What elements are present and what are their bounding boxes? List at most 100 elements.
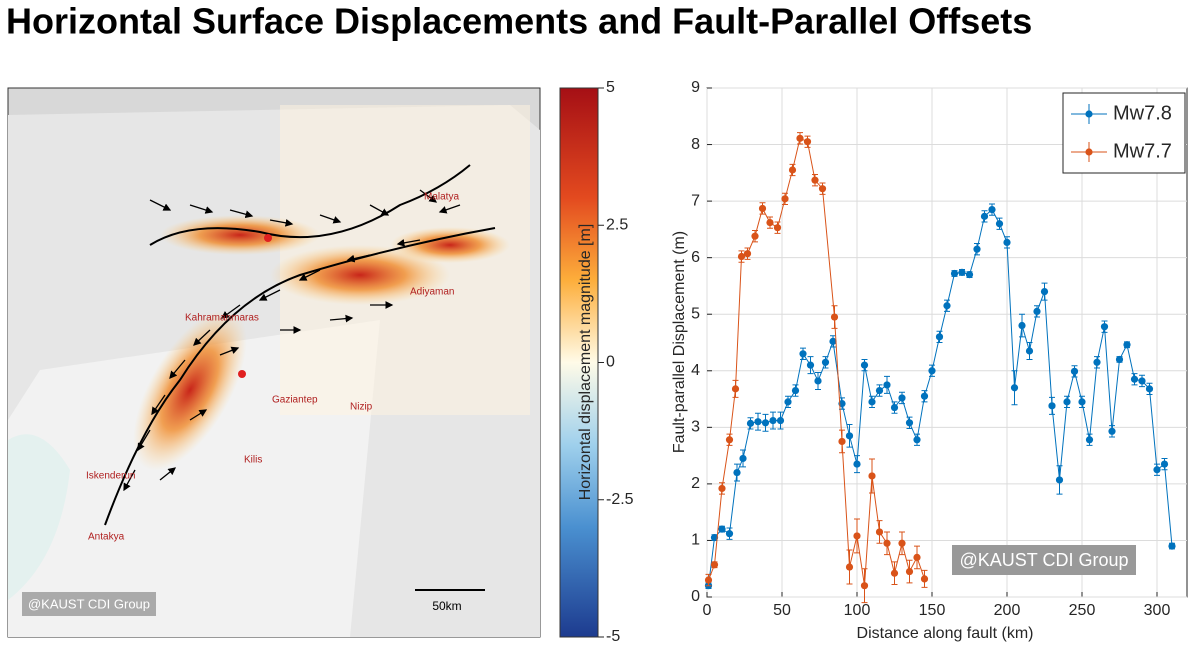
- data-point: [868, 398, 876, 406]
- data-point: [725, 436, 734, 444]
- data-point: [920, 392, 929, 400]
- data-point: [1093, 358, 1101, 366]
- data-point: [995, 220, 1004, 228]
- scale-label: 50km: [432, 599, 461, 613]
- data-point: [913, 436, 921, 444]
- data-point: [796, 134, 804, 142]
- data-point: [875, 386, 884, 395]
- figure-title: Horizontal Surface Displacements and Fau…: [6, 1, 1032, 42]
- data-point: [761, 419, 770, 427]
- y-tick-label: 2: [691, 475, 700, 492]
- data-point: [1108, 427, 1116, 435]
- watermark-box: [952, 545, 1136, 575]
- data-point: [1033, 307, 1041, 315]
- data-point: [1085, 436, 1094, 444]
- data-point: [718, 525, 726, 533]
- data-point: [905, 419, 914, 427]
- displacement-zone: [390, 227, 510, 263]
- data-point: [704, 576, 713, 584]
- city-label: Kahramanmaras: [185, 313, 259, 324]
- colorbar-tick-label: -2.5: [606, 491, 634, 508]
- y-tick-label: 0: [691, 588, 700, 605]
- fault-trace: [149, 164, 471, 246]
- data-point: [718, 484, 726, 493]
- data-point: [1100, 323, 1109, 331]
- data-point: [773, 224, 782, 232]
- data-point: [1160, 460, 1169, 468]
- colorbar-label: Horizontal displacement magnitude [m]: [577, 224, 594, 501]
- data-point: [853, 460, 861, 468]
- data-point: [1048, 402, 1056, 410]
- data-point: [731, 385, 740, 393]
- city-label: Antakya: [88, 532, 125, 543]
- data-point: [845, 432, 854, 440]
- x-axis-label: Distance along fault (km): [857, 625, 1034, 642]
- plot: [704, 132, 1176, 604]
- data-point: [1115, 355, 1124, 364]
- data-point: [1130, 375, 1139, 383]
- legend-label: Mw7.8: [1113, 102, 1172, 124]
- city-label: Adiyaman: [410, 287, 454, 298]
- data-point: [1070, 367, 1079, 375]
- x-tick-label: 250: [1069, 602, 1096, 619]
- data-point: [898, 539, 906, 547]
- city-label: Gaziantep: [272, 395, 318, 406]
- data-point: [898, 394, 906, 402]
- data-point: [860, 582, 869, 590]
- city-label: Malatya: [424, 192, 459, 203]
- displacement-zone: [270, 245, 450, 305]
- x-tick-label: 200: [994, 602, 1021, 619]
- y-tick-label: 7: [691, 192, 700, 209]
- sea: [8, 434, 70, 600]
- colorbar-tick-label: -5: [606, 628, 620, 645]
- legend-marker: [1085, 148, 1093, 156]
- data-point: [781, 195, 789, 203]
- data-point: [791, 386, 800, 395]
- y-tick-label: 9: [691, 79, 700, 96]
- data-point: [788, 166, 797, 174]
- data-point: [784, 398, 792, 406]
- x-tick-label: 50: [773, 602, 791, 619]
- data-point: [733, 468, 741, 477]
- data-point: [769, 416, 777, 425]
- legend-marker: [1085, 110, 1093, 118]
- data-point: [890, 569, 899, 577]
- data-point: [1018, 321, 1026, 330]
- data-point: [1055, 476, 1064, 484]
- data-point: [905, 567, 914, 576]
- data-point: [754, 418, 762, 426]
- city-label: Iskenderun: [86, 471, 135, 482]
- data-point: [710, 534, 719, 542]
- y-tick-label: 5: [691, 305, 700, 322]
- y-tick-label: 1: [691, 532, 700, 549]
- data-point: [746, 419, 755, 427]
- data-point: [1010, 384, 1019, 392]
- data-point: [725, 530, 734, 538]
- data-point: [928, 367, 936, 375]
- data-point: [821, 358, 830, 366]
- data-point: [743, 250, 752, 258]
- data-point: [890, 403, 899, 412]
- data-point: [1003, 238, 1011, 246]
- data-point: [803, 138, 812, 146]
- data-point: [838, 437, 846, 446]
- watermark-box: [22, 592, 156, 616]
- data-point: [806, 361, 815, 369]
- data-point: [980, 212, 989, 220]
- data-point: [1145, 385, 1154, 393]
- data-point: [814, 377, 822, 385]
- legend-box: [1062, 92, 1186, 174]
- y-tick-label: 6: [691, 249, 700, 266]
- x-tick-label: 150: [919, 602, 946, 619]
- epicenter: [238, 370, 246, 378]
- data-point: [973, 245, 981, 253]
- data-point: [1168, 542, 1176, 550]
- colorbar-tick-label: 5: [606, 79, 615, 96]
- colorbar: [559, 87, 599, 638]
- colorbar-tick-label: 0: [606, 354, 615, 371]
- data-point: [799, 350, 807, 358]
- displacement-arrows: [123, 189, 461, 492]
- watermark: @KAUST CDI Group: [28, 596, 150, 611]
- data-point: [988, 205, 996, 214]
